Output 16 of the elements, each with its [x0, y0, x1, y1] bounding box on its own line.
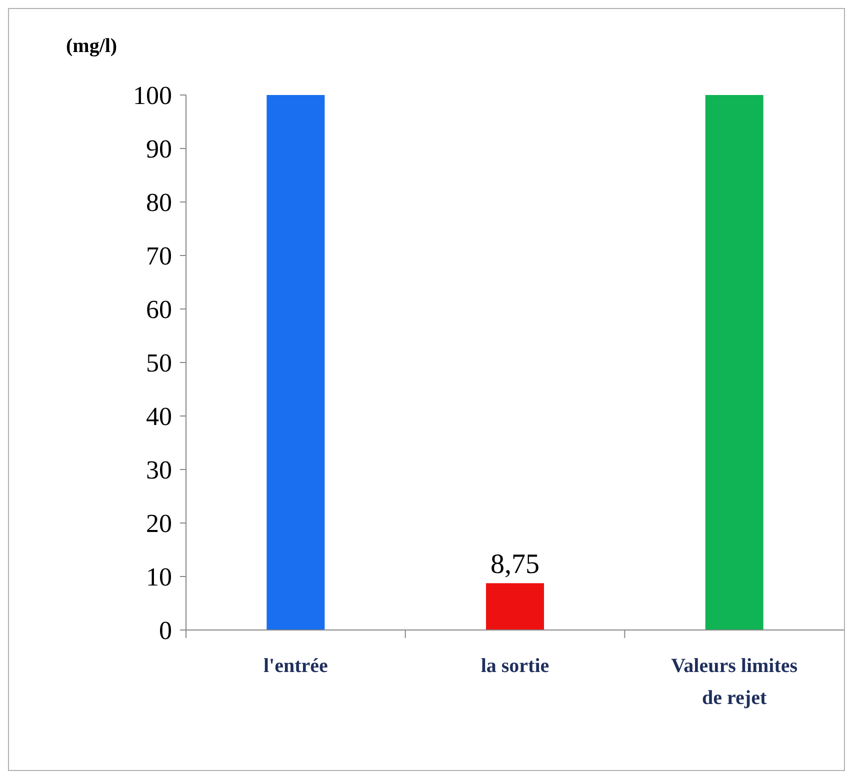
y-tick-label: 70: [146, 242, 172, 271]
x-tick-label: Valeurs limites de rejet: [671, 655, 798, 709]
y-axis-title: (mg/l): [66, 35, 118, 57]
y-tick-label: 20: [146, 509, 172, 538]
y-tick-label: 40: [146, 402, 172, 432]
y-tick-label: 60: [146, 295, 172, 324]
y-tick-label: 50: [146, 348, 172, 378]
x-tick-label: la sortie: [480, 655, 550, 677]
y-tick-label: 30: [146, 456, 172, 485]
y-tick-label: 10: [146, 562, 172, 592]
y-tick-label: 100: [133, 81, 172, 110]
y-tick-label: 80: [146, 188, 172, 218]
x-tick-label: l'entrée: [263, 655, 328, 677]
data-label: 8,75: [490, 549, 540, 580]
y-tick-label: 90: [146, 134, 172, 164]
y-tick-label: 0: [159, 616, 172, 646]
